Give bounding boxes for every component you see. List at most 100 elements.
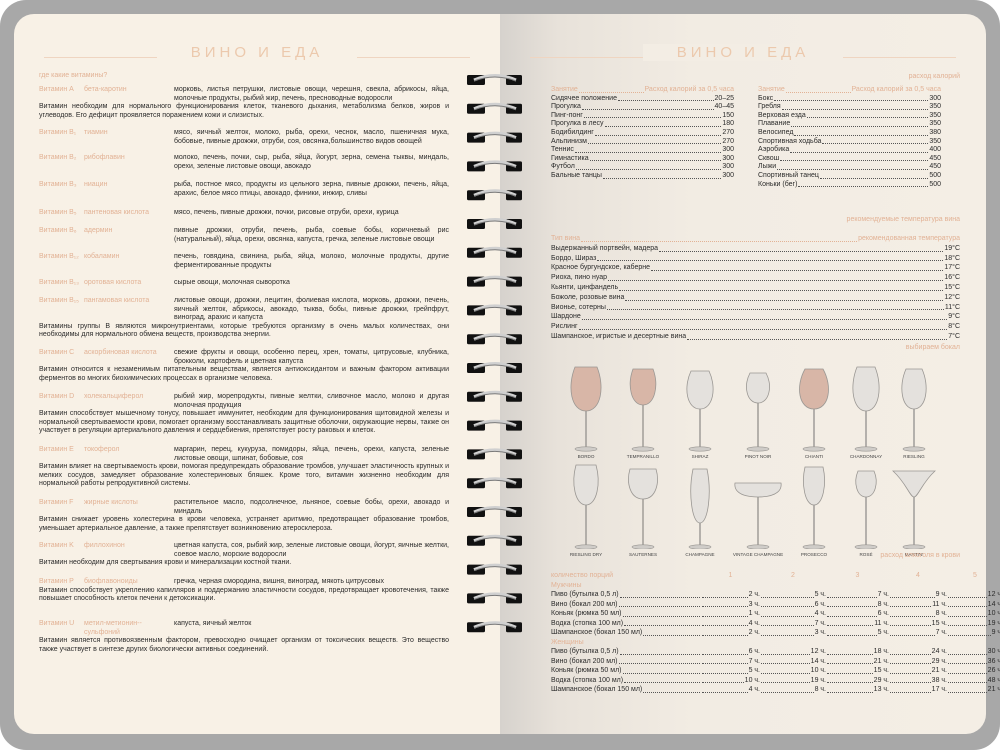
wine-type: Рислинг <box>551 323 578 331</box>
vitamin-row: Витамин U метил-метионин--сульфоний капуст… <box>39 620 449 637</box>
wine-type: Божоле, розовые вина <box>551 293 625 301</box>
leader <box>581 108 714 110</box>
leader <box>761 672 810 674</box>
leader <box>819 177 929 179</box>
leader <box>948 682 987 683</box>
kcal: 150 <box>722 111 734 119</box>
leader <box>761 634 814 636</box>
temperature: 18°C <box>944 254 960 262</box>
hours: 12 ч. <box>810 648 826 655</box>
leader <box>581 240 858 242</box>
spiral-ring <box>473 592 517 600</box>
hours: 7 ч. <box>877 591 889 598</box>
vitamin-note: Витамин относится к незаменимым питатель… <box>39 366 449 382</box>
glass-name: RIESLING DRY <box>569 552 603 557</box>
spiral-ring <box>473 160 517 168</box>
alcohol-row: Вино (бокал 200 мл) 7 ч. 14 ч. 21 ч. 29 ч. 36… <box>551 657 1000 667</box>
hours: 21 ч. <box>873 657 889 665</box>
kcal: 350 <box>929 103 941 111</box>
page-title: ВИНО И ЕДА <box>157 44 357 61</box>
group-label: Мужчины <box>551 581 582 589</box>
spiral-ring <box>473 594 517 600</box>
alcohol-cell: 8 ч. <box>760 685 826 695</box>
header-cell: 4 <box>916 572 920 579</box>
hours: 2 ч. <box>748 591 760 598</box>
drink: Вино (бокал 200 мл) <box>551 600 618 608</box>
hours: 4 ч. <box>748 619 760 627</box>
hours: 29 ч. <box>931 657 947 665</box>
alcohol-cell: 7 ч. <box>701 657 760 667</box>
alcohol-cell: 10 ч. <box>760 666 826 676</box>
vitamin-block: Витамин B₂ рибофлавин молоко, печень, почк… <box>39 154 449 171</box>
glass-bowl <box>690 468 710 524</box>
leader <box>827 606 877 607</box>
hours: 11 ч. <box>932 600 947 608</box>
spiral-ring <box>473 508 517 514</box>
wine-type: Красное бургундское, каберне <box>551 264 651 272</box>
vitamin-row: Витамин B₆ адермин пивные дрожжи, отруби, … <box>39 227 449 244</box>
header-cell: 3 <box>855 572 860 579</box>
vitamin-row: Витамин K филлохинон цветная капуста, соя,… <box>39 542 449 559</box>
vitamin-alt: метил-метионин--сульфоний <box>84 620 142 636</box>
alcohol-cell: 12 ч. <box>947 590 1000 600</box>
leader <box>624 625 700 626</box>
vitamin-sources: цветная капуста, соя, рыбий жир, зеленые… <box>174 542 449 558</box>
vitamin-alt: кобаламин <box>84 253 120 260</box>
vitamin-alt: ниацин <box>84 181 108 188</box>
calorie-row: Футбол 300 <box>551 163 734 172</box>
activity: Пинг-понг <box>551 111 583 119</box>
vitamin-name: Витамин B₅ <box>39 209 77 216</box>
leader <box>589 160 722 162</box>
glass-bowl <box>855 470 877 498</box>
calorie-row: Пинг-понг 150 <box>551 112 734 121</box>
glass-base <box>854 544 878 549</box>
drink: Коньяк (рюмка 50 мл) <box>551 667 622 674</box>
leader <box>761 682 810 683</box>
hours: 3 ч. <box>814 629 826 636</box>
alcohol-cell: 15 ч. <box>889 619 947 629</box>
leader <box>618 606 700 607</box>
vitamin-name: Витамин B₁₃ <box>39 279 80 286</box>
activity: Аэробика <box>758 146 790 154</box>
alcohol-row: Пиво (бутылка 0,5 л) 2 ч. 5 ч. 7 ч. 9 ч. 12 ч… <box>551 590 1000 600</box>
vitamin-block: Витамин B₅ пантеновая кислота мясо, печень… <box>39 209 449 218</box>
hours: 5 ч. <box>877 629 889 636</box>
glass-base <box>902 544 926 549</box>
leader <box>604 125 722 127</box>
leader <box>806 117 929 119</box>
activity: Велосипед <box>758 128 794 136</box>
vitamin-row: Витамин A бета-каротин морковь, листья пет… <box>39 86 449 103</box>
temperature-row: Красное бургундское, каберне 17°C <box>551 263 960 273</box>
vitamin-row: Витамин B₂ рибофлавин молоко, печень, почк… <box>39 154 449 171</box>
drink: Водка (стопка 100 мл) <box>551 676 624 684</box>
hours: 7 ч. <box>935 629 947 636</box>
vitamin-name: Витамин C <box>39 349 75 356</box>
vitamin-alt: адермин <box>84 227 113 234</box>
vitamin-block: Витамин K филлохинон цветная капуста, соя,… <box>39 542 449 568</box>
drink: Пиво (бутылка 0,5 л) <box>551 648 619 655</box>
temperature: 7°C <box>948 332 960 340</box>
temperature: 15°C <box>944 283 960 291</box>
leader <box>948 672 987 674</box>
hours: 7 ч. <box>814 619 826 627</box>
vitamin-name: Витамин U <box>39 620 75 627</box>
leader <box>822 143 929 145</box>
leader <box>702 634 748 636</box>
alcohol-cell: 19 ч. <box>760 676 826 686</box>
alcohol-cell: 14 ч. <box>947 600 1000 610</box>
vitamin-alt: токоферол <box>84 446 120 453</box>
leader <box>827 615 877 617</box>
glass-name: CHIANTI <box>804 454 824 459</box>
spiral-ring <box>473 105 517 111</box>
drink: Водка (стопка 100 мл) <box>551 619 624 627</box>
kcal: 300 <box>722 171 734 179</box>
alcohol-cell: 19 ч. <box>947 619 1000 629</box>
activity: Бодибилдинг <box>551 128 594 136</box>
kcal: 350 <box>929 137 941 145</box>
vitamin-name: Витамин K <box>39 542 74 549</box>
hours: 9 ч. <box>935 591 947 598</box>
alcohol-cell: 8 ч. <box>889 609 947 619</box>
hours: 10 ч. <box>744 676 760 684</box>
glass-bowl <box>686 370 714 410</box>
alcohol-cell: Вино (бокал 200 мл) <box>551 657 701 667</box>
